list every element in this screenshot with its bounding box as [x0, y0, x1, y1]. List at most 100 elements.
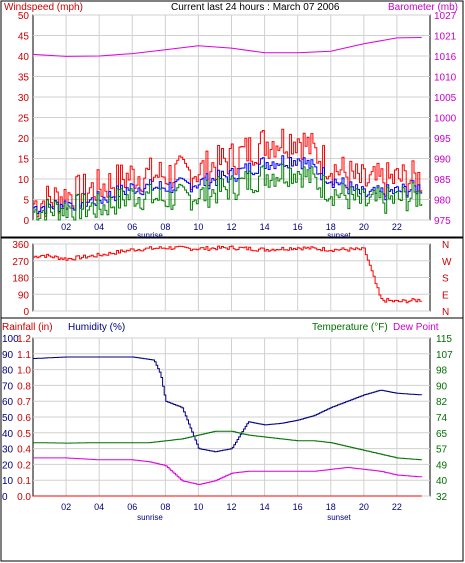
panel1-grid — [32, 14, 431, 221]
rainfall-tick-label: 0.4 — [17, 445, 31, 456]
barometer-tick-label: 1027 — [434, 11, 457, 22]
compass-label: E — [442, 290, 449, 301]
panel1-y-tick-labels: 0 5 10 15 20 25 30 35 40 45 50 975 980 985 990 995 1000 1… — [18, 11, 457, 227]
windspeed-tick-label: 35 — [18, 73, 30, 84]
direction-tick-label: 360 — [12, 240, 29, 251]
humidity-temperature-panel: Rainfall (in) Humidity (%) Temperature (… — [0, 317, 464, 562]
temperature-tick-label: 49 — [436, 460, 448, 471]
temperature-tick-label: 82 — [436, 397, 448, 408]
temperature-tick-label: 32 — [436, 492, 448, 503]
sunrise-label-top: sunrise — [137, 231, 163, 240]
x-tick-label-bottom: 22 — [392, 502, 402, 512]
x-tick-label: 08 — [160, 222, 170, 232]
humidity-tick-label: 50 — [2, 413, 14, 424]
temperature-tick-label: 65 — [436, 429, 448, 440]
compass-label: S — [442, 274, 449, 285]
panel3-x-tick-labels: 02 04 06 08 10 12 14 16 18 20 22 — [61, 502, 402, 512]
panel-frame — [0, 0, 464, 238]
temperature-axis-label: Temperature (°F) — [312, 322, 388, 333]
rainfall-tick-label: 0.6 — [17, 413, 31, 424]
chart-title: Current last 24 hours : March 07 2006 — [171, 2, 340, 13]
x-tick-label-bottom: 06 — [127, 502, 137, 512]
barometer-tick-label: 980 — [434, 196, 451, 207]
series-direction — [33, 245, 423, 304]
rainfall-tick-label: 0.1 — [17, 476, 31, 487]
windspeed-tick-label: 25 — [18, 114, 30, 125]
panel3-series — [33, 356, 423, 497]
barometer-tick-label: 1010 — [434, 73, 457, 84]
humidity-tick-label: 80 — [2, 366, 14, 377]
compass-label: W — [442, 257, 452, 268]
series-humidity — [33, 356, 423, 453]
panel1-series — [32, 37, 423, 221]
barometer-tick-label: 985 — [434, 175, 451, 186]
temperature-tick-label: 98 — [436, 366, 448, 377]
windspeed-tick-label: 30 — [18, 93, 30, 104]
series-barometer — [32, 37, 422, 57]
x-tick-label-bottom: 20 — [359, 502, 369, 512]
humidity-tick-label: 0 — [2, 492, 8, 503]
barometer-tick-label: 1005 — [434, 93, 457, 104]
series-low — [33, 163, 423, 221]
x-tick-label-bottom: 10 — [193, 502, 203, 512]
series-temperature — [33, 430, 423, 461]
compass-label: N — [442, 240, 449, 251]
x-tick-label: 20 — [359, 222, 369, 232]
x-tick-label: 22 — [392, 222, 402, 232]
temperature-tick-label: 57 — [436, 445, 448, 456]
sunrise-label-bottom: sunrise — [137, 513, 163, 522]
humidity-tick-label: 100 — [2, 334, 19, 345]
temperature-tick-label: 115 — [436, 334, 452, 345]
rainfall-tick-label: 1.1 — [17, 350, 31, 361]
rainfall-tick-label: 1.0 — [17, 366, 31, 377]
barometer-axis-label: Barometer (mb) — [388, 2, 458, 13]
rainfall-tick-label: 1.2 — [17, 334, 31, 345]
temperature-tick-label: 90 — [436, 381, 448, 392]
rainfall-tick-label: 0.8 — [17, 381, 31, 392]
panel2-series — [33, 245, 423, 304]
rainfall-tick-label: 0.7 — [17, 397, 31, 408]
rainfall-tick-label: 0.0 — [17, 492, 31, 503]
windspeed-tick-label: 5 — [23, 196, 29, 207]
barometer-tick-label: 1016 — [434, 52, 457, 63]
windspeed-tick-label: 40 — [18, 52, 30, 63]
direction-tick-label: 270 — [12, 257, 29, 268]
windspeed-axis-label: Windspeed (mph) — [4, 2, 83, 13]
windspeed-tick-label: 45 — [18, 32, 30, 43]
compass-label: N — [442, 307, 449, 318]
humidity-tick-label: 20 — [2, 460, 14, 471]
x-tick-label: 18 — [326, 222, 336, 232]
direction-tick-label: 0 — [23, 307, 29, 318]
x-tick-label-bottom: 18 — [326, 502, 336, 512]
windspeed-tick-label: 15 — [18, 155, 30, 166]
barometer-tick-label: 990 — [434, 155, 451, 166]
rainfall-tick-label: 0.2 — [17, 460, 31, 471]
humidity-tick-label: 10 — [2, 476, 14, 487]
direction-tick-label: 90 — [18, 290, 30, 301]
direction-tick-label: 180 — [12, 274, 29, 285]
x-tick-label-bottom: 16 — [293, 502, 303, 512]
temperature-tick-label: 107 — [436, 350, 453, 361]
series-average — [33, 155, 423, 214]
humidity-tick-label: 30 — [2, 445, 14, 456]
rainfall-tick-label: 0.5 — [17, 429, 31, 440]
x-tick-label-bottom: 12 — [226, 502, 236, 512]
windspeed-tick-label: 50 — [18, 11, 30, 22]
barometer-tick-label: 1021 — [434, 32, 457, 43]
humidity-tick-label: 90 — [2, 350, 14, 361]
x-tick-label-bottom: 04 — [94, 502, 104, 512]
temperature-tick-label: 74 — [436, 413, 448, 424]
barometer-tick-label: 975 — [434, 216, 451, 227]
x-tick-label: 02 — [61, 222, 71, 232]
windspeed-tick-label: 10 — [18, 175, 30, 186]
windspeed-tick-label: 0 — [23, 216, 29, 227]
panel2-grid — [32, 243, 431, 312]
rainfall-axis-label: Rainfall (in) — [2, 322, 53, 333]
x-tick-label-bottom: 02 — [61, 502, 71, 512]
x-tick-label: 04 — [94, 222, 104, 232]
